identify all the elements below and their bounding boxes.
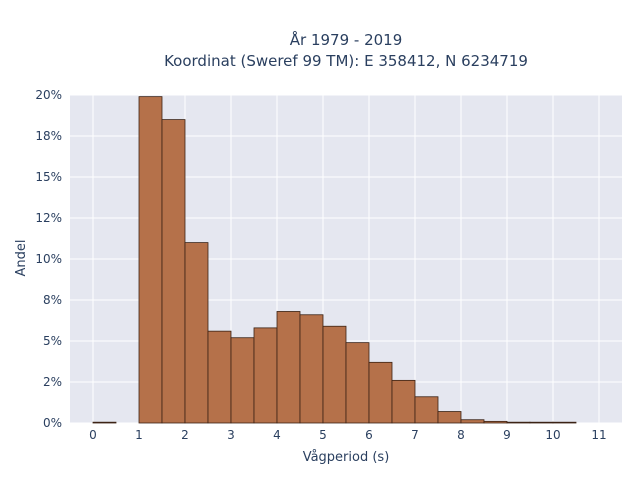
histogram-bar (138, 96, 163, 424)
x-tick-label: 5 (319, 428, 327, 442)
y-tick-label: 2% (43, 375, 62, 389)
histogram-bar (253, 327, 278, 424)
histogram-bar (391, 379, 416, 424)
y-tick-label: 15% (35, 170, 62, 184)
x-tick-label: 0 (89, 428, 97, 442)
x-tick-label: 9 (503, 428, 511, 442)
x-tick-label: 4 (273, 428, 281, 442)
x-tick-label: 3 (227, 428, 235, 442)
y-tick-label: 8% (43, 293, 62, 307)
histogram-bar (207, 330, 232, 424)
chart-subtitle: Koordinat (Sweref 99 TM): E 358412, N 62… (164, 52, 528, 70)
y-tick-label: 20% (35, 88, 62, 102)
x-tick-label: 6 (365, 428, 373, 442)
histogram-bar (506, 421, 531, 424)
x-tick-label: 10 (545, 428, 560, 442)
histogram-bar (552, 421, 577, 424)
bars (92, 96, 577, 424)
y-axis-title: Andel (14, 240, 29, 277)
histogram-bar (230, 337, 255, 424)
histogram-bar (345, 342, 370, 424)
histogram-bar (322, 325, 347, 424)
y-tick-label: 5% (43, 334, 62, 348)
x-axis-ticks: 0 1 2 3 4 5 6 7 8 9 10 11 (89, 428, 606, 442)
histogram-bar (483, 420, 508, 424)
y-tick-label: 0% (43, 416, 62, 430)
x-axis-title: Vågperiod (s) (303, 450, 390, 465)
histogram-bar (460, 419, 485, 424)
histogram-bar (276, 311, 301, 424)
y-tick-label: 12% (35, 211, 62, 225)
x-tick-label: 2 (181, 428, 189, 442)
y-tick-label: 18% (35, 129, 62, 143)
x-tick-label: 7 (411, 428, 419, 442)
x-tick-label: 1 (135, 428, 143, 442)
histogram-bar (437, 411, 462, 424)
histogram-bar (161, 119, 186, 424)
histogram-bar (299, 314, 324, 424)
x-tick-label: 11 (591, 428, 606, 442)
chart-title: År 1979 - 2019 (290, 30, 403, 49)
histogram-bar (414, 396, 439, 424)
histogram-bar (368, 361, 393, 424)
histogram-bar (184, 242, 209, 424)
histogram-bar (92, 421, 117, 424)
histogram-bar (529, 421, 554, 424)
x-tick-label: 8 (457, 428, 465, 442)
y-tick-label: 10% (35, 252, 62, 266)
y-axis-ticks: 0% 2% 5% 8% 10% 12% 15% 18% 20% (35, 88, 62, 430)
